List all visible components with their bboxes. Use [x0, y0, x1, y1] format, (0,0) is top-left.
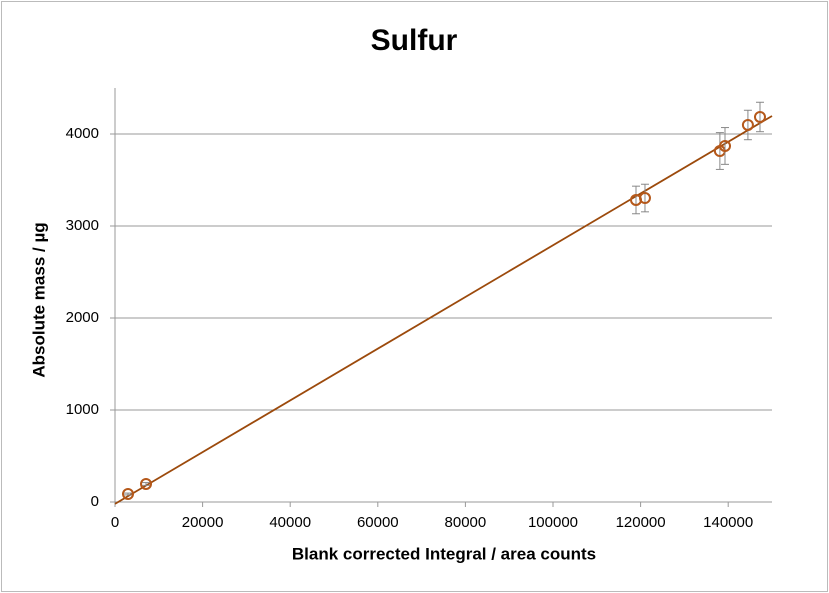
- x-axis-label: Blank corrected Integral / area counts: [292, 544, 596, 563]
- error-bar: [124, 492, 133, 496]
- error-bar: [640, 183, 649, 213]
- error-bar: [142, 482, 151, 486]
- x-tick-label: 20000: [182, 514, 224, 531]
- error-bar: [721, 127, 730, 165]
- point: [140, 477, 153, 490]
- x-tick-label: 100000: [528, 514, 578, 531]
- x-tick-label: 0: [111, 514, 119, 531]
- chart-title: Sulfur: [371, 24, 458, 57]
- error-bar: [632, 185, 641, 215]
- y-tick-label: 0: [91, 493, 99, 510]
- x-tick-label: 40000: [269, 514, 311, 531]
- point: [122, 487, 135, 500]
- error-bar: [715, 132, 724, 170]
- fit-line: [114, 115, 773, 505]
- x-tick-label: 120000: [616, 514, 666, 531]
- y-tick-label: 2000: [66, 309, 99, 326]
- point: [719, 139, 732, 152]
- x-tick-label: 60000: [357, 514, 399, 531]
- y-axis-label: Absolute mass / µg: [29, 222, 48, 377]
- point: [638, 192, 651, 205]
- y-tick-label: 4000: [66, 125, 99, 142]
- x-tick-label: 80000: [445, 514, 487, 531]
- error-bar: [755, 101, 764, 133]
- y-tick-label: 3000: [66, 217, 99, 234]
- y-tick-label: 1000: [66, 401, 99, 418]
- point: [741, 118, 754, 131]
- x-tick-label: 140000: [703, 514, 753, 531]
- point: [753, 110, 766, 123]
- error-bar: [743, 109, 752, 141]
